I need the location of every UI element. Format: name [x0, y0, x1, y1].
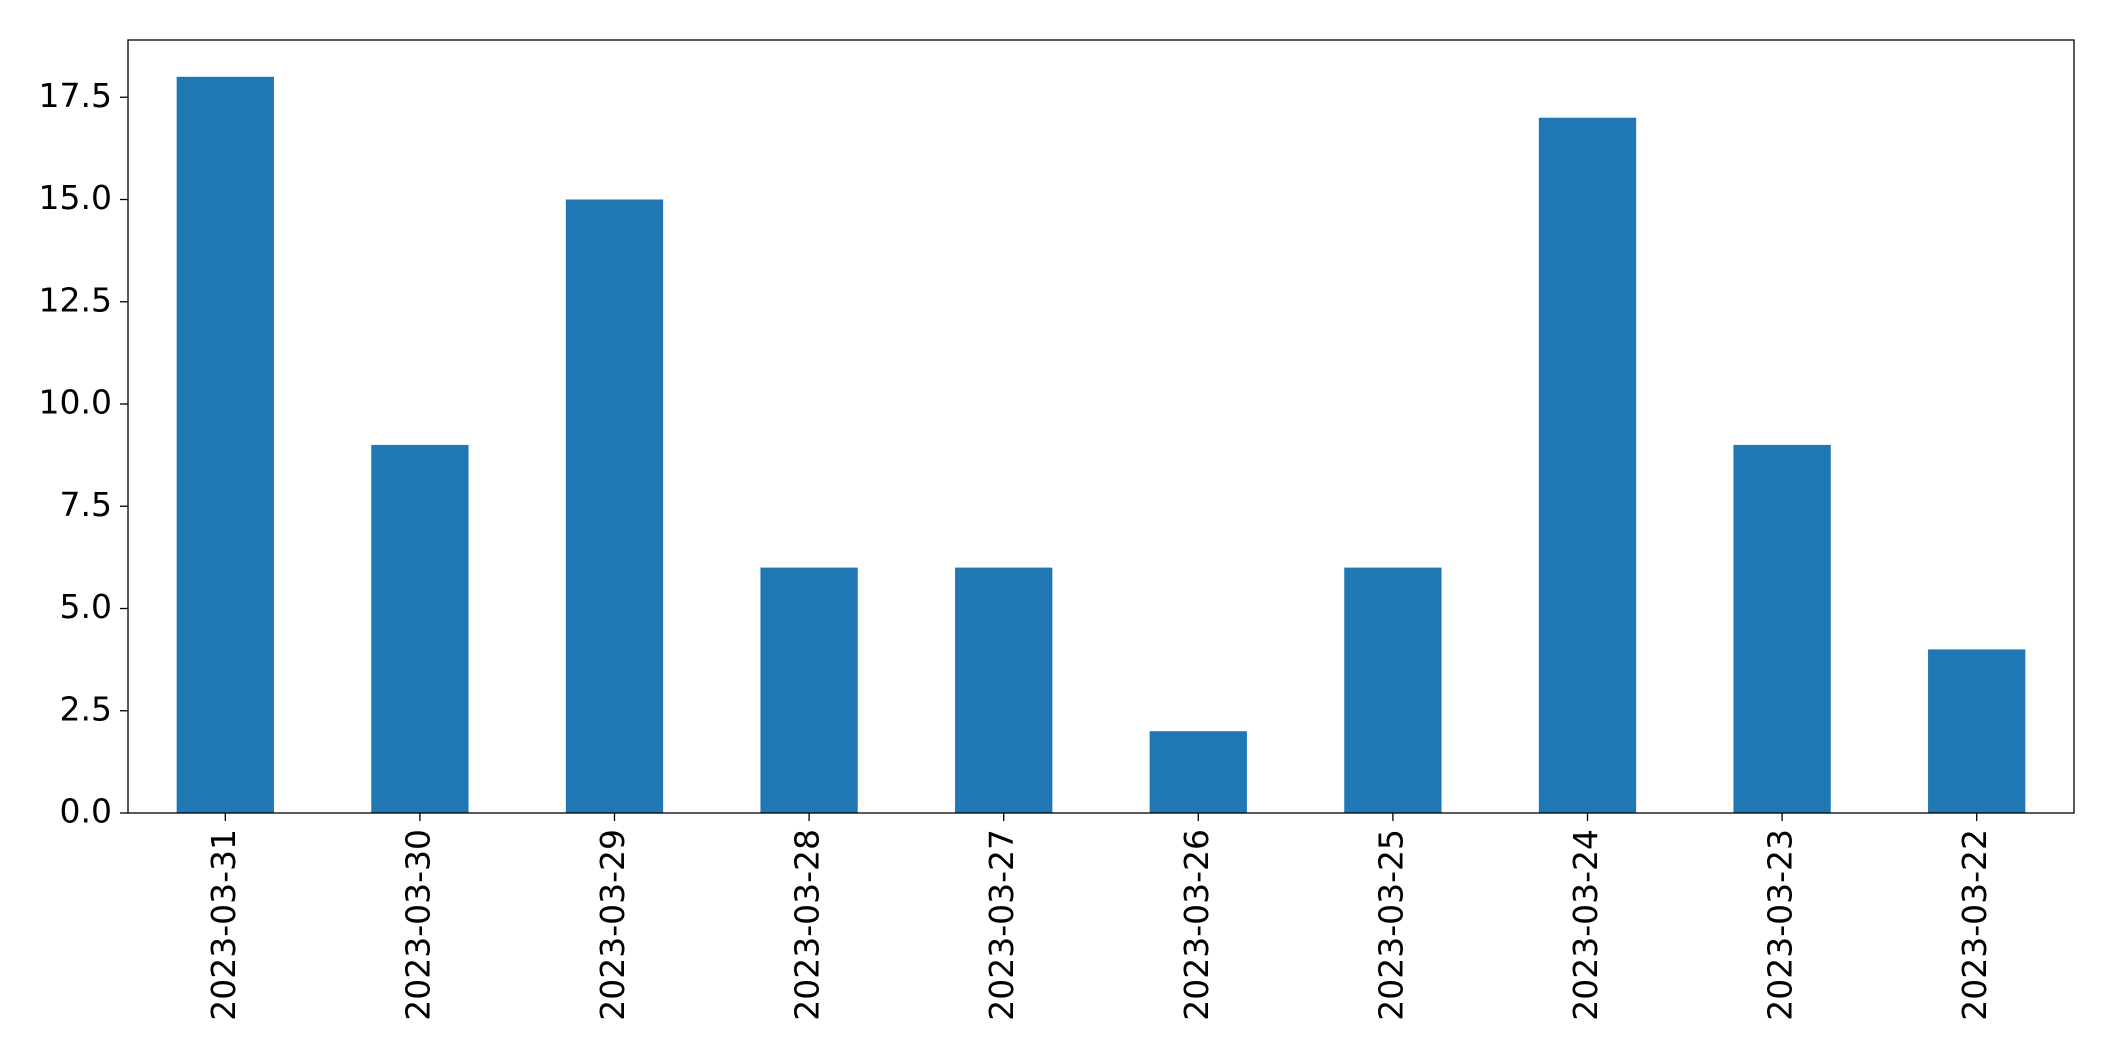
x-tick-label: 2023-03-22	[1955, 829, 1994, 1021]
y-tick-label: 5.0	[60, 587, 112, 626]
bar	[1928, 649, 2026, 813]
y-tick-label: 7.5	[60, 485, 112, 524]
x-tick-label: 2023-03-29	[593, 829, 632, 1021]
y-tick-label: 2.5	[60, 689, 112, 728]
y-tick-label: 10.0	[39, 383, 112, 422]
bar	[565, 199, 664, 813]
x-tick-label: 2023-03-31	[204, 829, 243, 1021]
bar	[1538, 117, 1637, 814]
bar	[1149, 731, 1247, 813]
x-tick-label: 2023-03-27	[982, 829, 1021, 1021]
bar	[176, 76, 274, 814]
bar	[1733, 444, 1831, 813]
y-tick-label: 15.0	[39, 178, 112, 217]
x-tick-label: 2023-03-30	[398, 829, 437, 1021]
x-tick-label: 2023-03-28	[788, 829, 827, 1021]
bar	[371, 444, 469, 813]
y-tick-label: 0.0	[60, 792, 112, 831]
x-tick-label: 2023-03-25	[1371, 829, 1410, 1021]
y-tick-label: 17.5	[39, 76, 112, 115]
bar	[1344, 567, 1442, 813]
x-tick-label: 2023-03-23	[1761, 829, 1800, 1021]
y-tick-label: 12.5	[39, 280, 112, 319]
x-tick-label: 2023-03-24	[1566, 829, 1605, 1021]
axes-frame	[127, 39, 2075, 814]
bar	[955, 567, 1053, 813]
x-tick-label: 2023-03-26	[1177, 829, 1216, 1021]
bar	[760, 567, 858, 813]
